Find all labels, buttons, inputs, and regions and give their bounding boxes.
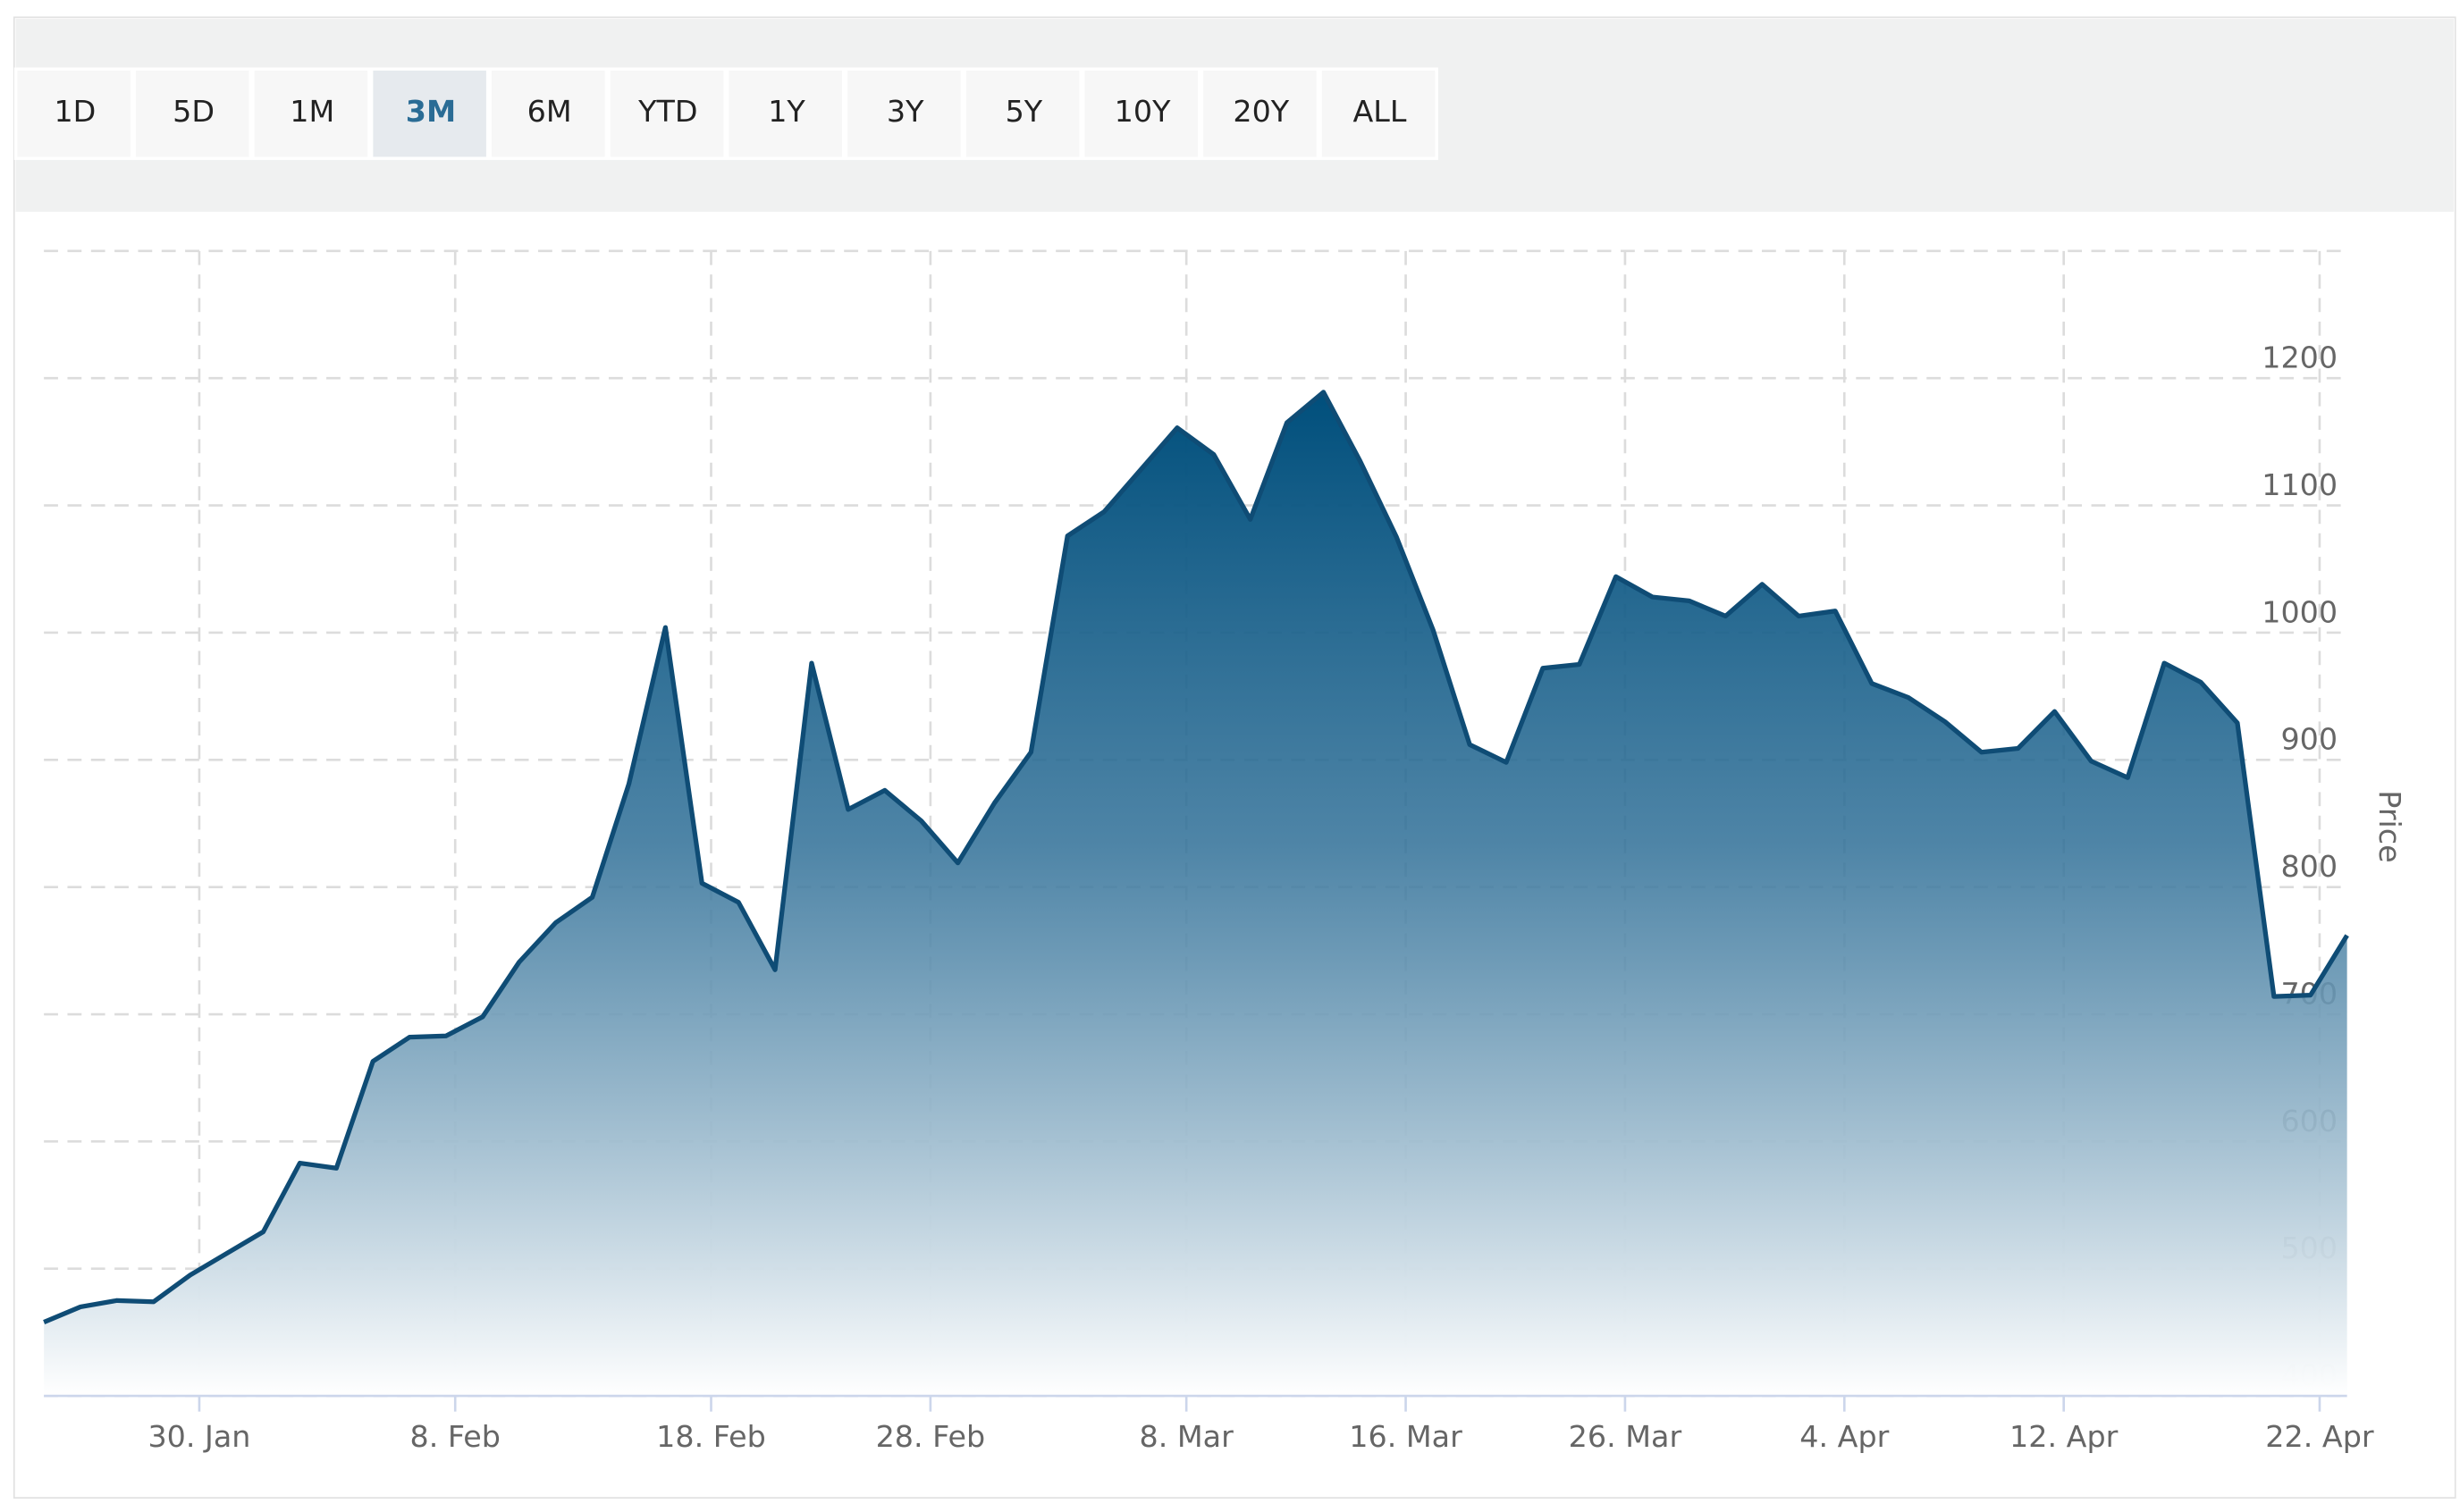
range-button[interactable]: 3M xyxy=(369,67,490,161)
range-button-bg[interactable] xyxy=(963,67,1083,161)
range-button-label[interactable]: 3M xyxy=(406,94,456,129)
range-button[interactable]: 10Y xyxy=(1081,67,1201,161)
range-button-label[interactable]: 20Y xyxy=(1233,94,1289,129)
range-button-label[interactable]: 3Y xyxy=(887,94,924,129)
y-axis-title: Price xyxy=(2372,790,2407,862)
range-button-bg[interactable] xyxy=(251,67,371,161)
range-button-label[interactable]: ALL xyxy=(1352,94,1406,129)
range-button[interactable]: 3Y xyxy=(844,67,965,161)
x-tick-label: 12. Apr xyxy=(2009,1419,2119,1454)
range-button[interactable]: 1D xyxy=(13,67,134,161)
y-tick-label: 1200 xyxy=(2262,340,2338,375)
range-button[interactable]: 5Y xyxy=(963,67,1083,161)
x-tick-label: 26. Mar xyxy=(1569,1419,1682,1454)
range-button-label[interactable]: 10Y xyxy=(1115,94,1171,129)
x-tick-label: 8. Mar xyxy=(1140,1419,1234,1454)
x-tick-label: 8. Feb xyxy=(410,1419,501,1454)
x-tick-label: 4. Apr xyxy=(1799,1419,1889,1454)
range-button-label[interactable]: 1M xyxy=(290,94,334,129)
range-button-label[interactable]: 5D xyxy=(173,94,215,129)
range-button-bg[interactable] xyxy=(488,67,609,161)
range-button-bg[interactable] xyxy=(13,67,134,161)
range-button-bg[interactable] xyxy=(607,67,727,161)
x-tick-label: 30. Jan xyxy=(147,1419,250,1454)
range-button-label[interactable]: YTD xyxy=(637,94,697,129)
range-button-bg[interactable] xyxy=(1081,67,1201,161)
range-button[interactable]: 1M xyxy=(251,67,371,161)
range-button-label[interactable]: 5Y xyxy=(1006,94,1043,129)
x-tick-label: 22. Apr xyxy=(2265,1419,2374,1454)
range-button-bg[interactable] xyxy=(844,67,965,161)
range-button[interactable]: 1Y xyxy=(725,67,846,161)
range-button[interactable]: 20Y xyxy=(1200,67,1320,161)
range-button-label[interactable]: 6M xyxy=(527,94,572,129)
range-button-label[interactable]: 1Y xyxy=(768,94,805,129)
x-tick-label: 18. Feb xyxy=(656,1419,766,1454)
range-button-label[interactable]: 1D xyxy=(54,94,96,129)
area-fill xyxy=(44,391,2347,1397)
x-tick-label: 28. Feb xyxy=(876,1419,986,1454)
range-button[interactable]: YTD xyxy=(607,67,727,161)
y-tick-label: 1100 xyxy=(2262,467,2338,502)
y-tick-label: 900 xyxy=(2280,722,2338,757)
y-tick-label: 800 xyxy=(2280,849,2338,884)
range-button-bg[interactable] xyxy=(132,67,253,161)
range-button-bg[interactable] xyxy=(1318,67,1438,161)
x-tick-label: 16. Mar xyxy=(1349,1419,1462,1454)
range-button-bg[interactable] xyxy=(369,67,490,161)
range-button-bg[interactable] xyxy=(1200,67,1320,161)
area-line xyxy=(43,390,2349,1324)
y-tick-label: 1000 xyxy=(2262,594,2338,629)
range-button[interactable]: 6M xyxy=(488,67,609,161)
range-button[interactable]: ALL xyxy=(1318,67,1438,161)
range-button[interactable]: 5D xyxy=(132,67,253,161)
range-button-bg[interactable] xyxy=(725,67,846,161)
